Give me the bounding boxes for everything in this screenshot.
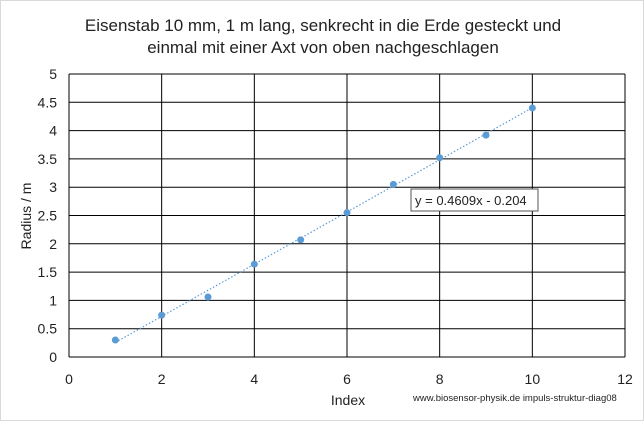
x-tick-label: 6 [343, 371, 351, 387]
x-tick-label: 0 [65, 371, 73, 387]
x-tick-label: 4 [250, 371, 258, 387]
credit-text: www.biosensor-physik.de impuls-struktur-… [412, 393, 617, 404]
x-tick-label: 2 [158, 371, 166, 387]
data-point [482, 131, 490, 139]
x-tick-label: 12 [617, 371, 633, 387]
trendline-group [115, 107, 533, 343]
y-tick-label: 3.5 [38, 151, 58, 167]
y-tick-label: 4 [49, 123, 57, 139]
y-tick-label: 2 [49, 236, 57, 252]
y-tick-label: 3 [49, 179, 57, 195]
chart-title-line-2: einmal mit einer Axt von oben nachgeschl… [147, 38, 499, 57]
y-tick-label: 4.5 [38, 94, 58, 110]
trendline-label: y = 0.4609x - 0.204 [415, 193, 527, 208]
data-point [528, 104, 536, 112]
data-point [204, 293, 212, 301]
data-point [343, 209, 351, 217]
points-group [111, 104, 536, 344]
y-tick-label: 0 [49, 349, 57, 365]
y-tick-label: 2.5 [38, 208, 58, 224]
trendline-label-box: y = 0.4609x - 0.204 [410, 188, 539, 212]
x-tick-labels: 0 2 4 6 8 10 12 [65, 371, 633, 387]
data-point [389, 180, 397, 188]
trendline [115, 107, 533, 343]
y-tick-labels: 0 0.5 1 1.5 2 2.5 3 3.5 4 4.5 5 [38, 66, 58, 365]
x-axis-label: Index [331, 392, 365, 408]
x-tick-label: 8 [436, 371, 444, 387]
y-tick-label: 1 [49, 292, 57, 308]
trendline-label-background [410, 188, 539, 212]
y-tick-label: 5 [49, 66, 57, 82]
y-tick-label: 1.5 [38, 264, 58, 280]
x-tick-label: 10 [525, 371, 541, 387]
data-point [250, 260, 258, 268]
chart-title-line-1: Eisenstab 10 mm, 1 m lang, senkrecht in … [85, 16, 561, 35]
y-tick-label: 0.5 [38, 321, 58, 337]
y-axis-label: Radius / m [18, 183, 34, 250]
data-point [158, 311, 166, 319]
data-point [297, 236, 305, 244]
data-point [436, 154, 444, 162]
data-point [111, 336, 119, 344]
